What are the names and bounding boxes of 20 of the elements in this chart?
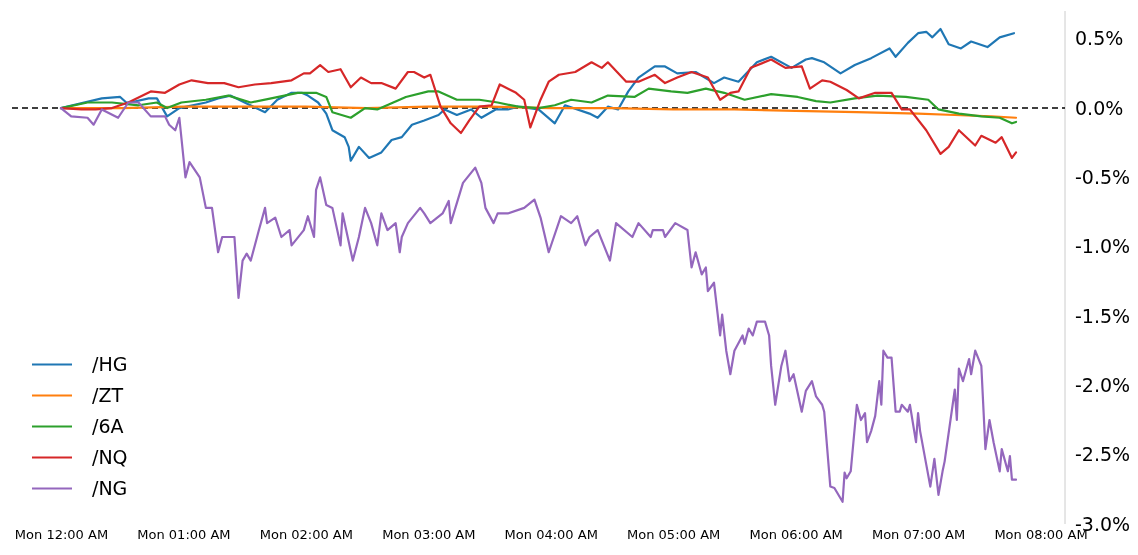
y-tick-label: -1.5% (1075, 304, 1131, 327)
y-tick-label: -1.0% (1075, 235, 1131, 258)
x-tick-label: Mon 02:00 AM (259, 527, 353, 543)
legend-label: /6A (92, 415, 124, 438)
x-tick-label: Mon 06:00 AM (749, 527, 843, 543)
x-tick-label: Mon 04:00 AM (504, 527, 598, 543)
y-tick-label: -0.5% (1075, 165, 1131, 188)
x-tick-label: Mon 01:00 AM (137, 527, 231, 543)
legend-label: /ZT (92, 384, 124, 407)
x-tick-label: Mon 12:00 AM (14, 527, 109, 543)
y-tick-label: 0.0% (1075, 96, 1124, 119)
y-tick-label: 0.5% (1075, 27, 1124, 50)
x-tick-label: Mon 03:00 AM (382, 527, 476, 543)
y-tick-label: -2.5% (1075, 443, 1131, 466)
x-tick-label: Mon 05:00 AM (627, 527, 721, 543)
legend-label: /NQ (92, 446, 128, 469)
legend-label: /HG (92, 353, 128, 376)
x-tick-label: Mon 07:00 AM (871, 527, 966, 543)
y-tick-label: -2.0% (1075, 373, 1131, 396)
legend-label: /NG (92, 477, 128, 500)
